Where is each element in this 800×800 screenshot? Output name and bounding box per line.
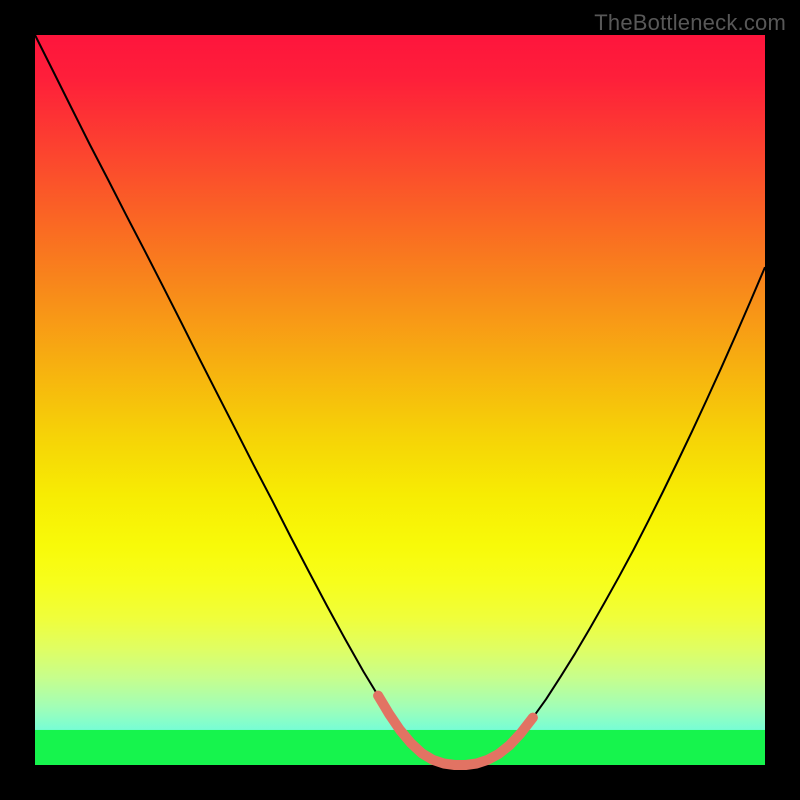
watermark-text: TheBottleneck.com xyxy=(594,10,786,36)
plot-background xyxy=(35,35,765,765)
bottleneck-chart xyxy=(0,0,800,800)
chart-root: TheBottleneck.com xyxy=(0,0,800,800)
